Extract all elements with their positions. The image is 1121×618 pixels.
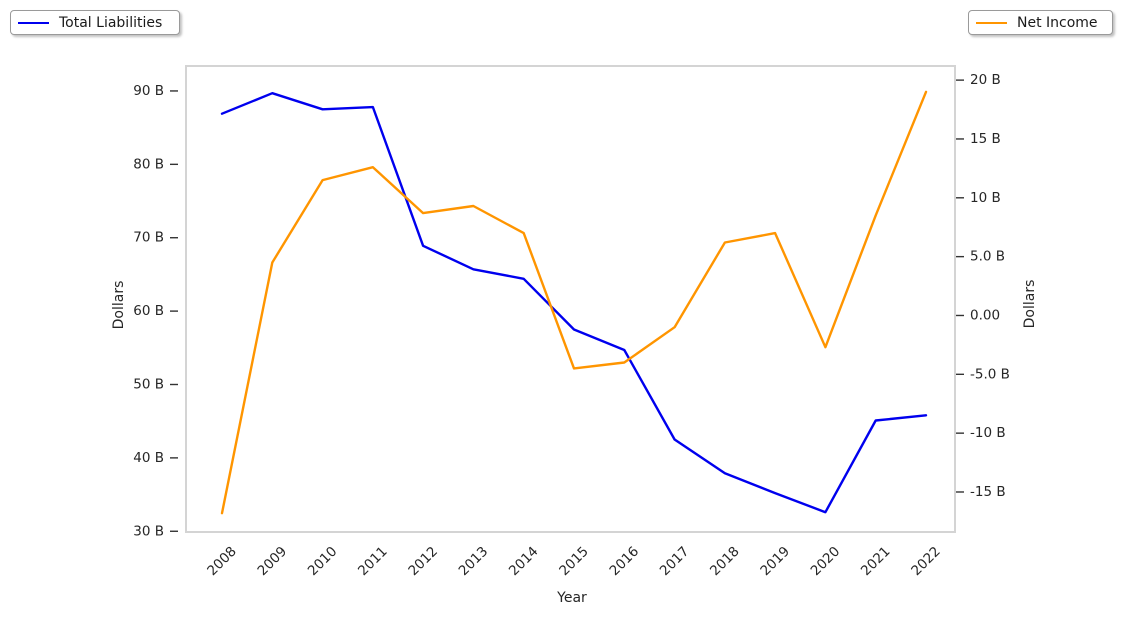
x-tick-label: 2015: [556, 544, 592, 580]
right-tick-label: 15 B: [970, 131, 1001, 147]
x-tick-label: 2011: [355, 544, 391, 580]
series-lines: [220, 90, 928, 515]
left-tick-label: 40 B: [133, 450, 164, 466]
x-tick-label: 2014: [506, 544, 542, 580]
right-tick-label: -5.0 B: [970, 366, 1010, 382]
legend-line-swatch-blue: [18, 21, 49, 24]
x-tick-label: 2016: [607, 544, 643, 580]
x-tick-label: 2009: [255, 544, 291, 580]
right-tick-label: -15 B: [970, 484, 1006, 500]
x-tick-label: 2018: [707, 544, 743, 580]
left-axis-ticks: 30 B 40 B 50 B 60 B 70 B 80 B 90 B: [133, 83, 178, 539]
right-tick-label: 10 B: [970, 190, 1001, 206]
right-axis-title: Dollars: [1022, 280, 1038, 329]
x-axis-title: Year: [556, 590, 587, 606]
plot-area-border: [185, 65, 956, 533]
right-tick-label: 20 B: [970, 72, 1001, 88]
right-axis-ticks: -15 B -10 B -5.0 B 0.00 5.0 B 10 B 15 B 20 B: [956, 72, 1010, 500]
x-tick-label: 2010: [305, 544, 341, 580]
series-line-total-liabilities: [220, 91, 928, 514]
x-axis-tick-labels: 2008 2009 2010 2011 2012 2013 2014 2015 2016 2017…: [204, 544, 944, 580]
x-tick-label: 2021: [858, 544, 894, 580]
legend-net-income: Net Income: [968, 10, 1113, 35]
series-line-net-income: [220, 90, 928, 515]
legend-line-swatch-orange: [976, 21, 1007, 24]
legend-label-total-liabilities: Total Liabilities: [59, 14, 163, 31]
right-tick-label: 5.0 B: [970, 249, 1005, 265]
x-tick-label: 2017: [657, 544, 693, 580]
x-tick-label: 2019: [757, 544, 793, 580]
right-tick-label: -10 B: [970, 425, 1006, 441]
left-tick-label: 30 B: [133, 523, 164, 539]
x-tick-label: 2020: [808, 544, 844, 580]
left-tick-label: 50 B: [133, 376, 164, 392]
left-tick-label: 90 B: [133, 83, 164, 99]
left-tick-label: 80 B: [133, 156, 164, 172]
left-tick-label: 60 B: [133, 303, 164, 319]
legend-label-net-income: Net Income: [1017, 14, 1098, 31]
x-tick-label: 2012: [405, 544, 441, 580]
legend-total-liabilities: Total Liabilities: [10, 10, 180, 35]
left-tick-label: 70 B: [133, 230, 164, 246]
left-axis-title: Dollars: [111, 281, 127, 330]
x-tick-label: 2013: [456, 544, 492, 580]
x-tick-label: 2008: [204, 544, 240, 580]
x-tick-label: 2022: [908, 544, 944, 580]
right-tick-label: 0.00: [970, 307, 1000, 323]
